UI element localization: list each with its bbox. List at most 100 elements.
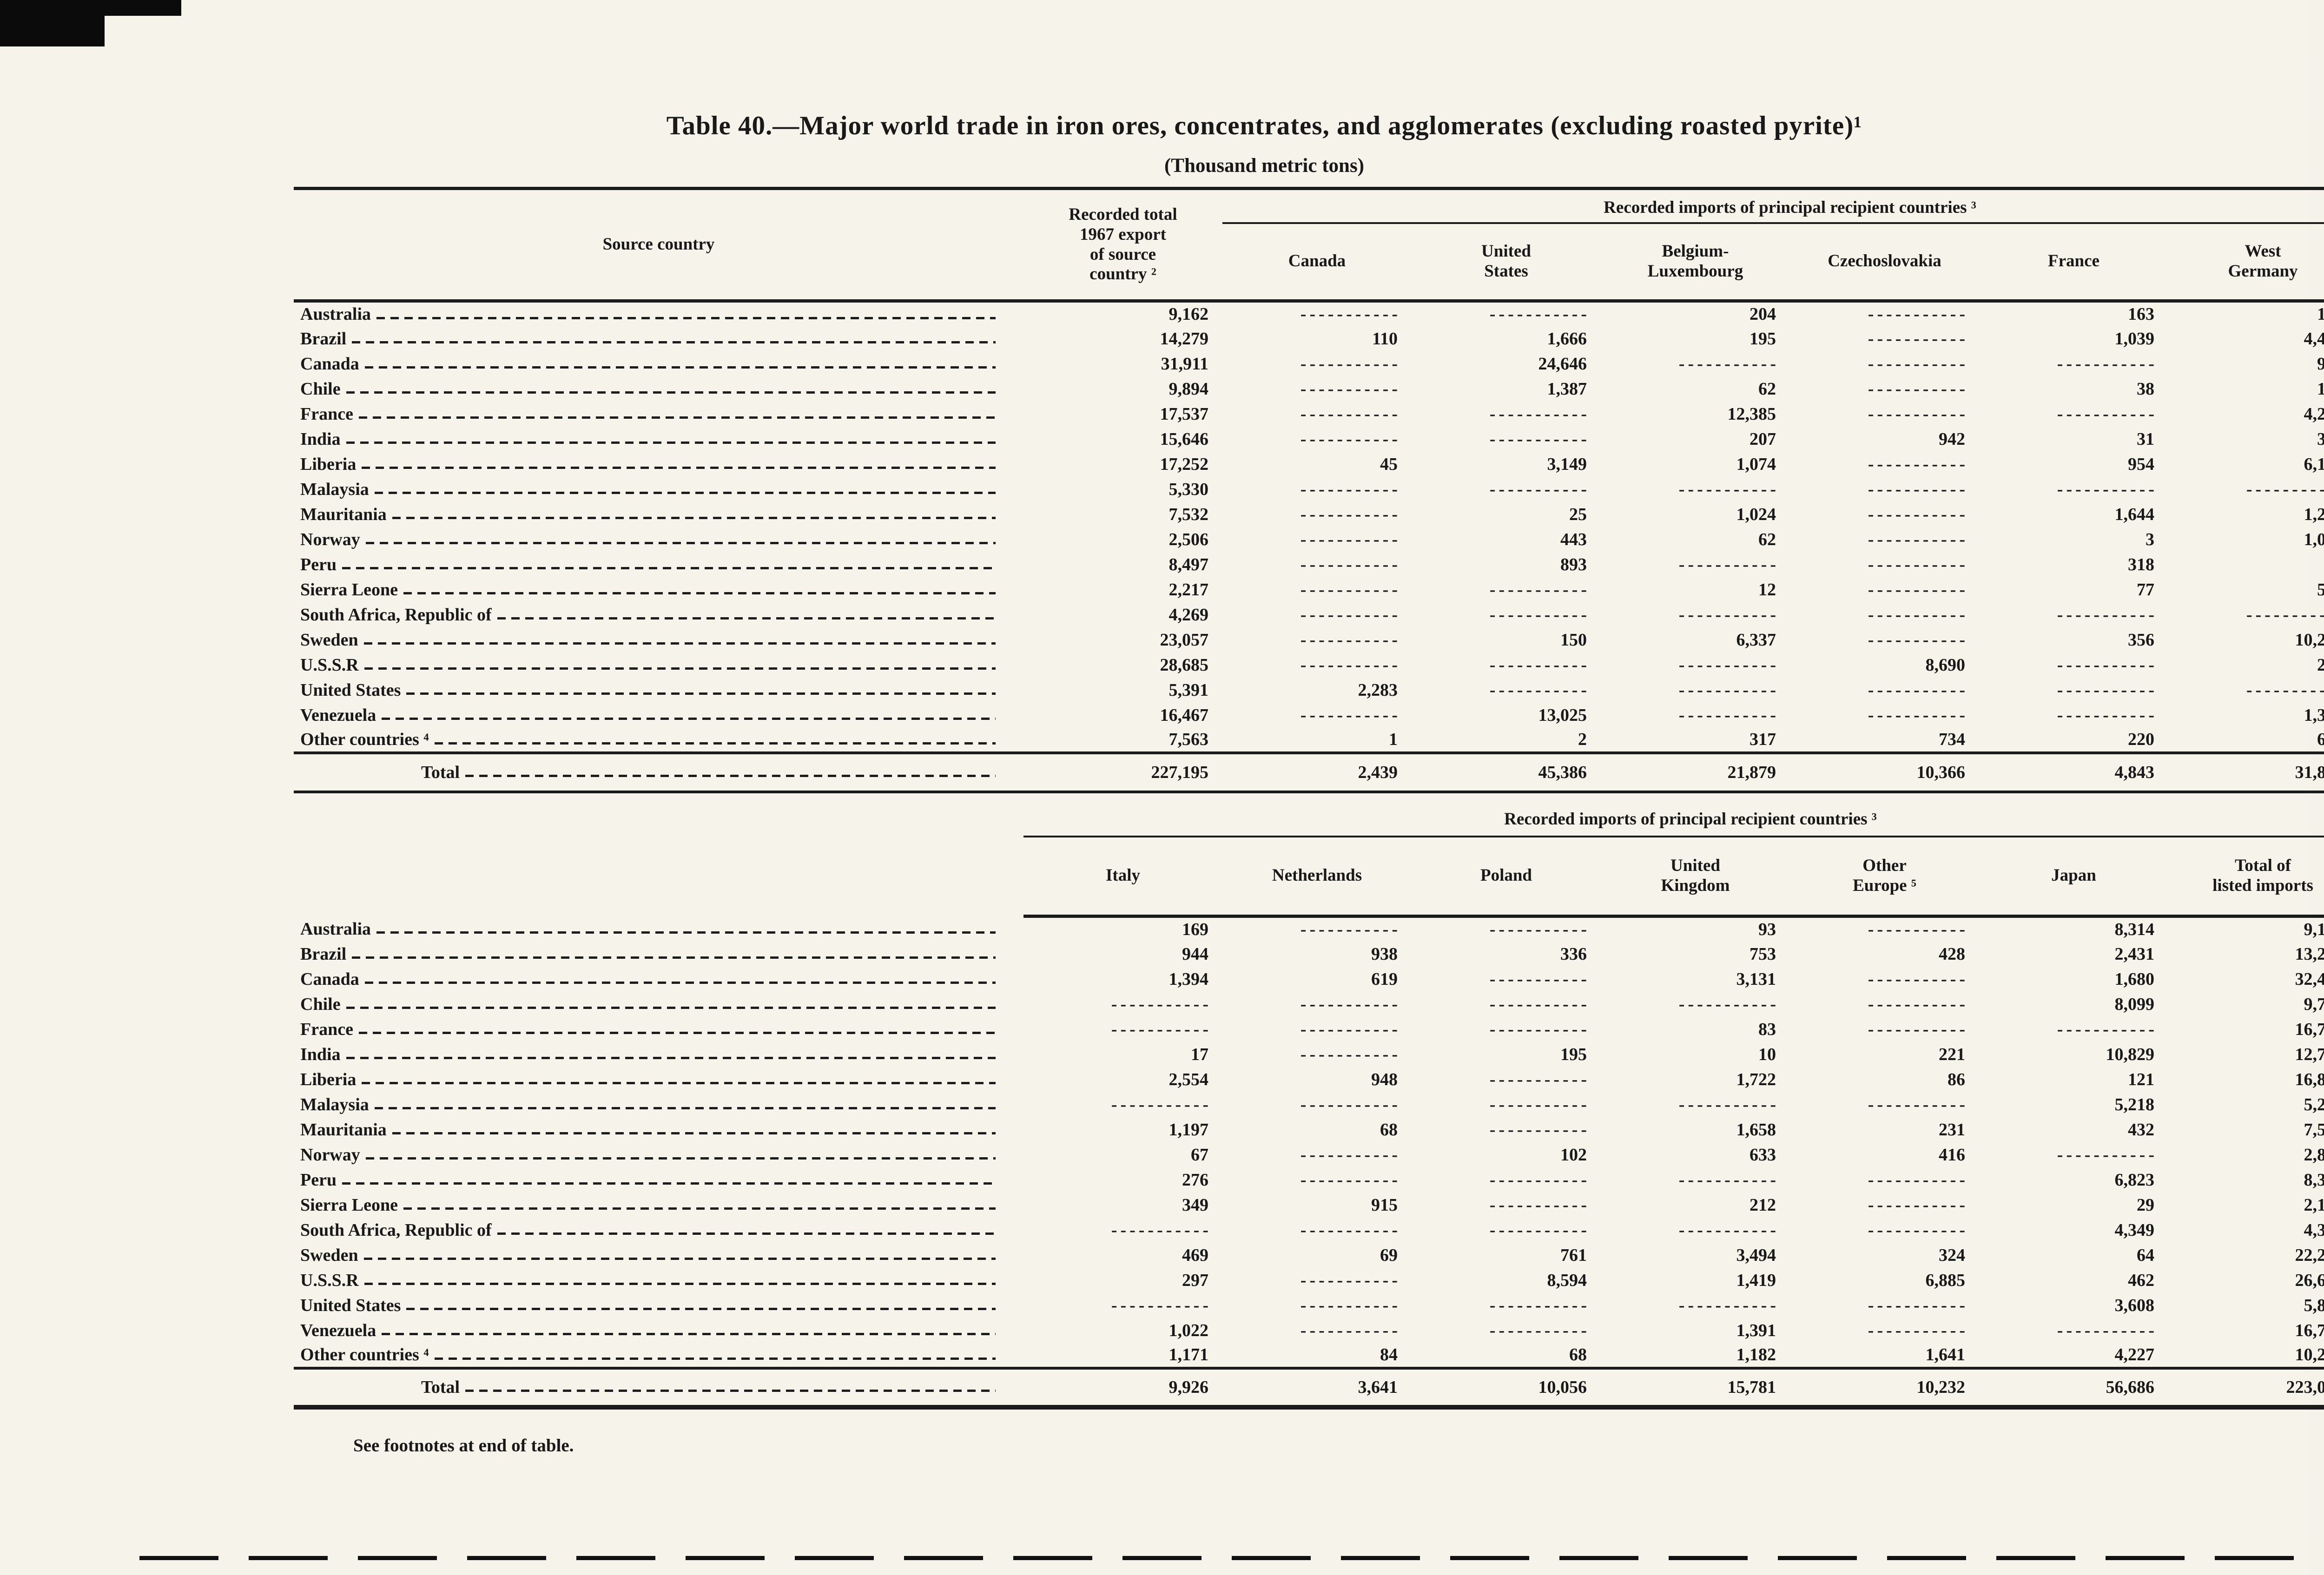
source-country-cell: Norway bbox=[294, 527, 1023, 552]
no-data-cell: ----------- bbox=[1222, 427, 1412, 452]
value-cell: 13,244 bbox=[2295, 944, 2324, 964]
value-cell: 83 bbox=[1758, 1019, 1776, 1039]
table-row: United States 5,391 2,283 ----------- ------… bbox=[294, 678, 2324, 703]
value-cell: 110 bbox=[1372, 329, 1398, 349]
no-data-cell: ----------- bbox=[1790, 1293, 1979, 1318]
value-cell: 1,328 bbox=[2304, 705, 2324, 725]
no-data-marker: ----------- bbox=[1678, 994, 1779, 1014]
no-data-cell: ----------- bbox=[1601, 678, 1790, 703]
no-data-cell: ----------- bbox=[1790, 1092, 1979, 1117]
value-cell: 62 bbox=[1758, 529, 1776, 549]
value-cell: 3,494 bbox=[1736, 1245, 1776, 1265]
source-country-cell: Other countries ⁴ bbox=[294, 1343, 1023, 1368]
value-cell: 4,349 bbox=[2114, 1220, 2155, 1240]
dotted-leader bbox=[346, 442, 996, 444]
table-row: Sierra Leone 2,217 ----------- ----------- 1… bbox=[294, 577, 2324, 602]
source-country-cell: Malaysia bbox=[294, 1092, 1023, 1117]
value-cell: 3,608 bbox=[2114, 1295, 2155, 1315]
value-cell: 212 bbox=[1750, 1195, 1776, 1215]
country-label: Australia bbox=[300, 304, 371, 324]
table-row: U.S.S.R 297 ----------- 8,594 1,419 6,885 462 2… bbox=[294, 1268, 2324, 1293]
no-data-marker: ----------- bbox=[1300, 605, 1401, 625]
no-data-cell: ----------- bbox=[1601, 652, 1790, 678]
no-data-cell: ----------- bbox=[1222, 1042, 1412, 1067]
value-cell: 2,554 bbox=[1169, 1069, 1209, 1089]
value-cell: 16,766 bbox=[2295, 1320, 2324, 1340]
value-cell: 753 bbox=[1750, 944, 1776, 964]
no-data-marker: ----------- bbox=[1300, 1019, 1401, 1039]
value-cell: 13,025 bbox=[1538, 705, 1587, 725]
no-data-cell: ----------- bbox=[1222, 1318, 1412, 1343]
value-cell: 948 bbox=[1371, 1069, 1398, 1089]
column-header-japan: Japan bbox=[1979, 836, 2168, 918]
value-cell: 77 bbox=[2137, 580, 2154, 600]
trade-table: Source country Recorded total 1967 expor… bbox=[294, 187, 2324, 1410]
dotted-leader bbox=[376, 931, 996, 934]
no-data-cell: ----------- bbox=[1790, 477, 1979, 502]
no-data-marker: ----------- bbox=[2057, 1320, 2158, 1340]
no-data-marker: ----------- bbox=[1111, 1094, 1212, 1114]
no-data-marker: ----------- bbox=[1678, 605, 1779, 625]
scan-artifact-bottom-edge bbox=[139, 1556, 2324, 1560]
value-cell: 324 bbox=[1939, 1245, 1965, 1265]
no-data-cell: ----------- bbox=[1790, 1017, 1979, 1042]
dotted-leader bbox=[403, 592, 996, 594]
no-data-cell: ----------- bbox=[1979, 652, 2168, 678]
value-cell: 1,197 bbox=[1169, 1120, 1209, 1140]
value-cell: 356 bbox=[2128, 630, 2154, 650]
no-data-cell: ----------- bbox=[1412, 427, 1601, 452]
country-label: Venezuela bbox=[300, 705, 376, 725]
value-cell: 9,126 bbox=[2304, 920, 2324, 940]
value-cell: 8,314 bbox=[2114, 920, 2155, 940]
no-data-marker: ----------- bbox=[1868, 630, 1968, 650]
empty-stub-cell bbox=[294, 837, 1023, 916]
no-data-marker: ----------- bbox=[1300, 529, 1401, 549]
no-data-marker: ----------- bbox=[2057, 705, 2158, 725]
dotted-leader bbox=[382, 718, 996, 720]
table-row: Sweden 469 69 761 3,494 324 64 22,289 bbox=[294, 1243, 2324, 1268]
no-data-marker: ----------- bbox=[1678, 479, 1779, 499]
table-row: Malaysia 5,330 ----------- ----------- -----… bbox=[294, 477, 2324, 502]
value-cell: 1,081 bbox=[2304, 529, 2324, 549]
no-data-cell: ----------- bbox=[1412, 602, 1601, 627]
no-data-cell: ----------- bbox=[1790, 602, 1979, 627]
source-country-cell: Sierra Leone bbox=[294, 577, 1023, 602]
no-data-cell: ----------- bbox=[1222, 1218, 1412, 1243]
country-label: Sweden bbox=[300, 1245, 358, 1265]
section2-rows: Australia 169 ----------- ----------- 93 ----… bbox=[294, 916, 2324, 1368]
dotted-leader bbox=[362, 467, 996, 469]
table-row: Liberia 2,554 948 ----------- 1,722 86 121 16,8… bbox=[294, 1067, 2324, 1092]
no-data-cell: ----------- bbox=[1412, 1117, 1601, 1142]
column-header-belgium-luxembourg: Belgium- Luxembourg bbox=[1601, 223, 1790, 303]
value-cell: 31,911 bbox=[1161, 354, 1208, 374]
section2-header: Recorded imports of principal recipient … bbox=[294, 791, 2324, 918]
source-country-cell: France bbox=[294, 1017, 1023, 1042]
value-cell: 6,823 bbox=[2114, 1170, 2155, 1190]
dotted-leader bbox=[346, 1057, 996, 1059]
total-label-cell: Total bbox=[294, 751, 1023, 793]
no-data-cell: ----------- bbox=[1222, 703, 1412, 728]
value-cell: 443 bbox=[1560, 529, 1587, 549]
no-data-marker: ----------- bbox=[1868, 580, 1968, 600]
source-country-cell: Sierra Leone bbox=[294, 1193, 1023, 1218]
value-cell: 9,769 bbox=[2304, 994, 2324, 1014]
no-data-marker: ----------- bbox=[1868, 1170, 1968, 1190]
value-cell: 17,252 bbox=[1160, 454, 1209, 474]
no-data-cell: ----------- bbox=[1979, 1017, 2168, 1042]
value-cell: 2 bbox=[1578, 730, 1587, 749]
no-data-cell: ----------- bbox=[1790, 502, 1979, 527]
source-country-cell: Malaysia bbox=[294, 477, 1023, 502]
no-data-cell: ----------- bbox=[1790, 1167, 1979, 1193]
dotted-leader bbox=[403, 1207, 996, 1210]
value-cell: 10,829 bbox=[2106, 1044, 2155, 1064]
no-data-marker: ----------- bbox=[1489, 994, 1590, 1014]
value-cell: 1,074 bbox=[1736, 454, 1776, 474]
value-cell: 102 bbox=[1560, 1145, 1587, 1165]
no-data-cell: ----------- bbox=[1601, 602, 1790, 627]
value-cell: 31 bbox=[2137, 429, 2154, 449]
section1-total: Total 227,195 2,439 45,386 21,879 10,366… bbox=[294, 751, 2324, 793]
value-cell: 204 bbox=[1750, 304, 1776, 324]
value-cell: 93 bbox=[1758, 920, 1776, 940]
value-cell: 317 bbox=[1750, 730, 1776, 749]
value-cell: 8,327 bbox=[2304, 1170, 2324, 1190]
